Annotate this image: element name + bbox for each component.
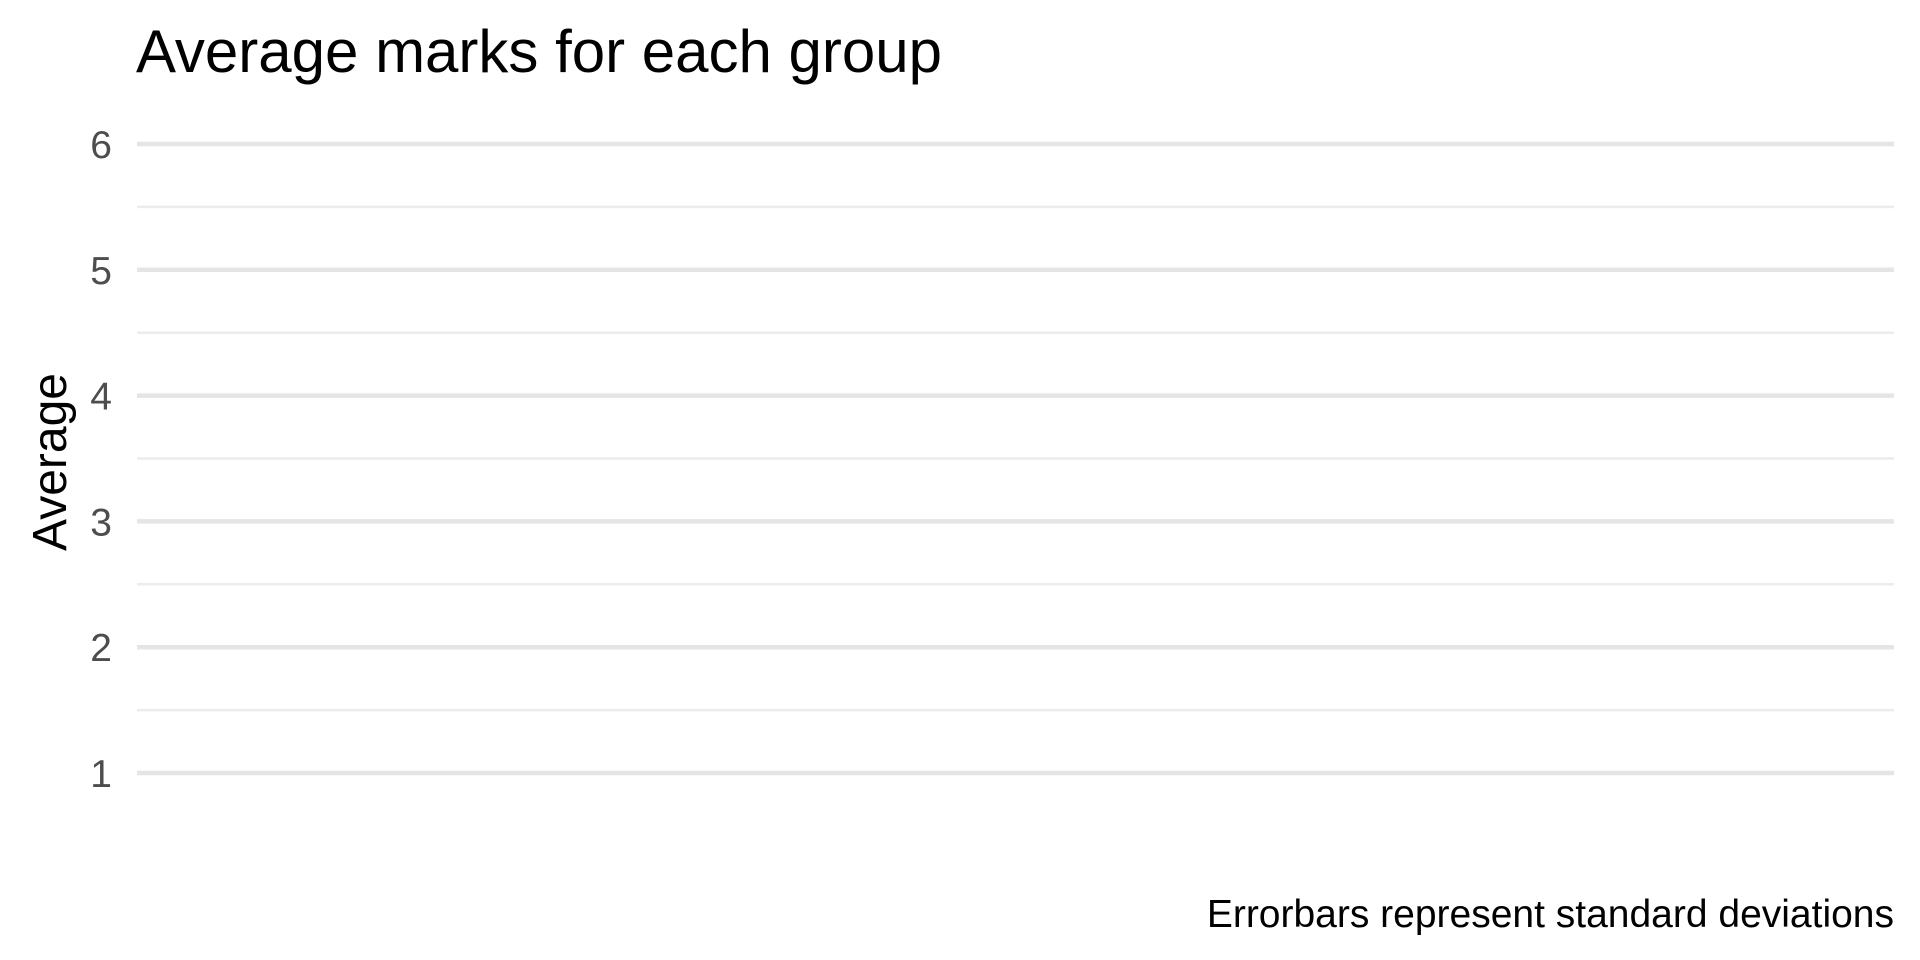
y-tick-label: 4	[90, 376, 112, 419]
chart-caption: Errorbars represent standard deviations	[1207, 893, 1894, 936]
y-tick-label: 6	[90, 124, 112, 167]
y-tick-label: 1	[90, 753, 112, 796]
y-tick-label: 3	[90, 501, 112, 544]
y-tick-label: 2	[90, 627, 112, 670]
y-tick-label: 5	[90, 250, 112, 293]
minor-gridlines	[137, 205, 1894, 712]
chart-title: Average marks for each group	[136, 18, 942, 85]
y-axis-tick-labels: 1 2 3 4 5 6	[90, 124, 112, 796]
y-axis-label: Average	[24, 373, 77, 551]
major-gridlines	[137, 141, 1894, 776]
